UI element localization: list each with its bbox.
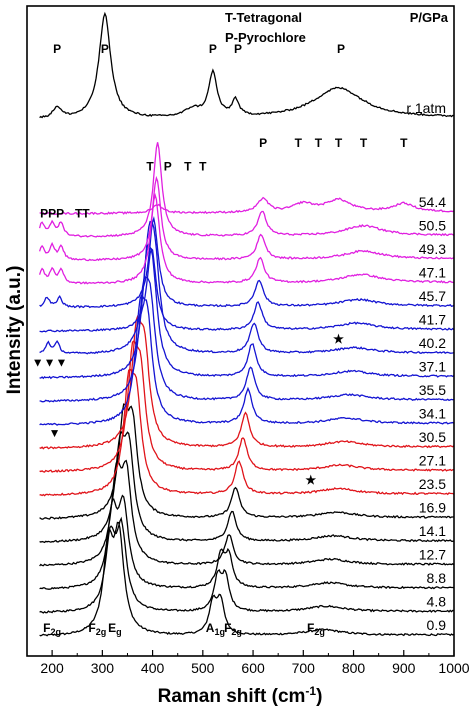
peak-label: T: [199, 160, 207, 174]
pressure-label: 0.9: [427, 617, 447, 633]
pressure-label: 16.9: [419, 500, 446, 516]
pressure-label: 49.3: [419, 241, 446, 257]
feature-symbol: ★: [333, 332, 344, 346]
mode-label: F2g: [224, 621, 242, 637]
spectrum-47.1: [38, 192, 455, 285]
mode-labels: F2g F2g Eg A1g F2g F2g: [43, 621, 325, 637]
x-tick-label: 900: [392, 660, 416, 676]
spectrum-49.3: [38, 175, 455, 262]
peak-label: T: [400, 136, 408, 150]
spectrum-14.1: [39, 430, 455, 544]
mode-label: F2g: [307, 621, 325, 637]
peak-label: P: [234, 42, 242, 56]
peak-label: P: [337, 42, 345, 56]
peak-label: T: [146, 160, 154, 174]
peak-label: T: [315, 136, 323, 150]
x-tick-label: 300: [91, 660, 115, 676]
pressure-label: 37.1: [419, 359, 446, 375]
x-tick-label: 700: [292, 660, 316, 676]
peak-label: P: [259, 136, 267, 150]
pressure-label: 41.7: [419, 312, 446, 328]
pressure-label: 40.2: [419, 335, 446, 351]
spectrum-r-1atm: [39, 11, 455, 119]
peak-label: PPP: [40, 207, 64, 221]
spectrum-35.5: [39, 276, 455, 403]
feature-symbol: ★: [305, 473, 316, 487]
x-tick-label: 1000: [438, 660, 469, 676]
y-axis-title: Intensity (a.u.): [4, 266, 25, 395]
pressure-label: 14.1: [419, 523, 446, 539]
header-label: P/GPa: [410, 10, 449, 25]
pressure-label: r 1atm: [406, 100, 446, 116]
spectrum-37.1: [39, 243, 455, 380]
pressure-label: 30.5: [419, 429, 446, 445]
pressure-label: 8.8: [427, 570, 447, 586]
x-tick-label: 800: [342, 660, 366, 676]
plot-frame: [26, 5, 455, 657]
mode-label: F2g: [88, 621, 106, 637]
pressure-label: 27.1: [419, 453, 446, 469]
peak-label: P: [53, 42, 61, 56]
legend-pyrochlore: P-Pyrochlore: [225, 30, 306, 45]
peak-label: T: [360, 136, 368, 150]
pressure-label: 54.4: [419, 194, 446, 210]
pressure-label: 34.1: [419, 406, 446, 422]
x-tick-label: 200: [40, 660, 64, 676]
x-tick-label: 500: [191, 660, 215, 676]
pressure-label: 4.8: [427, 594, 447, 610]
pressure-label: 50.5: [419, 218, 446, 234]
legend-tetragonal: T-Tetragonal: [225, 10, 302, 25]
spectrum-23.5: [39, 368, 455, 497]
pressure-label: 45.7: [419, 288, 446, 304]
feature-symbol: ▼: [49, 426, 61, 440]
spectrum-45.7: [39, 215, 455, 309]
spectra-group: [38, 11, 455, 637]
spectrum-54.4: [39, 196, 455, 216]
spectrum-40.2: [39, 220, 455, 355]
spectrum-30.5: [39, 315, 455, 450]
spectrum-12.7: [39, 459, 455, 567]
feature-symbol: ▼▼▼: [32, 356, 68, 370]
x-axis-ticks: 200 300 400 500 600 700 800 900 1000: [26, 650, 470, 676]
pressure-labels: 0.9 4.8 8.8 12.7 14.1 16.9 23.5 27.1 30.5 34.1 35.…: [406, 100, 446, 633]
x-axis-title: Raman shift (cm-1): [158, 684, 323, 707]
mode-label: A1g: [206, 621, 225, 637]
spectrum-8.8: [39, 494, 455, 590]
peak-label: T: [184, 160, 192, 174]
x-tick-label: 600: [241, 660, 265, 676]
peak-label: TT: [75, 207, 90, 221]
spectrum-34.1: [39, 294, 455, 426]
peak-label: T: [335, 136, 343, 150]
peak-label: T: [295, 136, 303, 150]
mode-label: Eg: [108, 621, 122, 637]
spectrum-27.1: [39, 340, 455, 473]
spectrum-41.7: [39, 247, 455, 333]
pressure-label: 12.7: [419, 547, 446, 563]
mode-label: F2g: [43, 621, 61, 637]
peak-label: P: [164, 160, 172, 174]
pressure-label: 23.5: [419, 476, 446, 492]
pressure-label: 47.1: [419, 265, 446, 281]
spectrum-4.8: [39, 516, 455, 614]
x-tick-label: 400: [141, 660, 165, 676]
spectrum-50.5: [38, 142, 455, 238]
peak-label: P: [101, 42, 109, 56]
peak-label: P: [209, 42, 217, 56]
spectrum-16.9: [39, 403, 455, 520]
pressure-label: 35.5: [419, 382, 446, 398]
